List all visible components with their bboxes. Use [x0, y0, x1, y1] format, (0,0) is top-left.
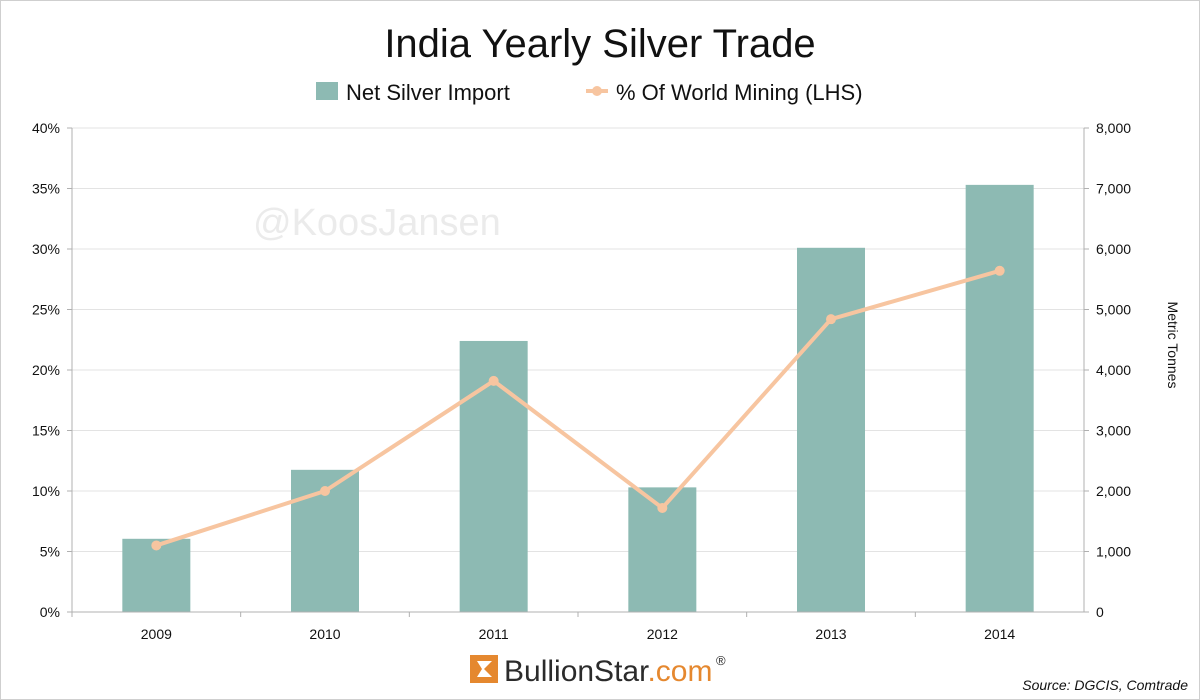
left-tick-label: 5%	[40, 544, 60, 560]
x-tick-label-2011: 2011	[479, 626, 509, 642]
right-tick-label: 0	[1096, 604, 1104, 620]
left-tick-label: 15%	[32, 423, 60, 439]
axes	[71, 128, 1085, 613]
source-note: Source: DGCIS, Comtrade	[1022, 677, 1188, 693]
left-tick-label: 35%	[32, 181, 60, 197]
x-tick-label-2009: 2009	[141, 626, 172, 642]
left-tick-label: 20%	[32, 362, 60, 378]
bar-2011	[459, 340, 528, 612]
bullionstar-logo: BullionStar.com ®	[470, 653, 726, 688]
line-point-2012	[657, 502, 668, 513]
left-tick-label: 40%	[32, 120, 60, 136]
logo-text: BullionStar.com	[504, 655, 712, 688]
left-tick-label: 30%	[32, 241, 60, 257]
left-tick-label: 0%	[40, 604, 60, 620]
bar-2009	[122, 538, 191, 612]
tick-labels: 0% 0 5% 1,000 10% 2,000 15% 3,000 20% 4,000 25% 5,0…	[32, 120, 1131, 642]
right-tick-label: 7,000	[1096, 181, 1131, 197]
gridlines	[67, 127, 1089, 617]
right-tick-label: 8,000	[1096, 120, 1131, 136]
right-axis-title: Metric Tonnes	[1165, 302, 1181, 389]
chart-title: India Yearly Silver Trade	[384, 22, 815, 66]
legend: Net Silver Import % Of World Mining (LHS…	[316, 80, 863, 105]
right-tick-label: 6,000	[1096, 241, 1131, 257]
legend-marker-world-mining	[592, 86, 602, 96]
logo-suffix: .com	[647, 655, 712, 688]
legend-swatch-net-silver-import	[316, 82, 338, 100]
bar-2013	[797, 247, 865, 613]
right-tick-label: 5,000	[1096, 302, 1131, 318]
logo-name: BullionStar	[504, 655, 649, 688]
legend-label-net-silver-import: Net Silver Import	[346, 80, 510, 105]
left-tick-label: 25%	[32, 302, 60, 318]
world-mining-line	[155, 268, 1001, 548]
right-tick-label: 4,000	[1096, 362, 1131, 378]
line-point-2009	[151, 540, 162, 551]
x-tick-label-2013: 2013	[815, 626, 846, 642]
legend-label-world-mining: % Of World Mining (LHS)	[616, 80, 863, 105]
logo-star-icon	[477, 661, 492, 677]
x-tick-label-2010: 2010	[309, 626, 340, 642]
right-tick-label: 3,000	[1096, 423, 1131, 439]
x-tick-label-2014: 2014	[984, 626, 1015, 642]
bar-series	[122, 184, 1034, 613]
watermark: @KoosJansen	[253, 202, 501, 244]
right-tick-label: 2,000	[1096, 483, 1131, 499]
line-point-2010	[320, 486, 330, 496]
line-point-2011	[488, 375, 499, 386]
bar-2014	[965, 184, 1034, 612]
line-point-2014	[994, 265, 1005, 276]
line-point-2013	[826, 314, 836, 325]
left-tick-label: 10%	[32, 483, 60, 499]
right-tick-label: 1,000	[1096, 544, 1131, 560]
line-series	[151, 265, 1005, 551]
x-tick-label-2012: 2012	[647, 626, 678, 642]
logo-registered-mark: ®	[716, 653, 726, 668]
